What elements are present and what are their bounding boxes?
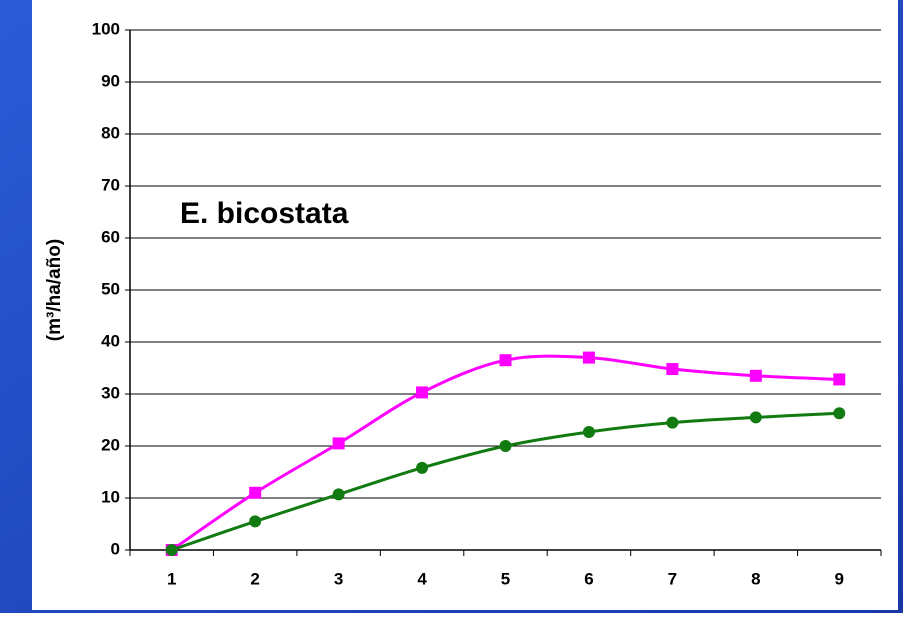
marker — [249, 486, 262, 499]
marker — [416, 386, 429, 399]
x-tick-label: 4 — [417, 569, 427, 588]
marker — [666, 363, 679, 376]
y-tick-label: 30 — [101, 383, 120, 402]
y-tick-label: 10 — [101, 487, 120, 506]
marker — [582, 351, 595, 364]
y-tick-label: 20 — [101, 435, 120, 454]
y-tick-label: 0 — [111, 539, 120, 558]
marker — [833, 373, 846, 386]
x-tick-label: 7 — [668, 569, 677, 588]
chart-area — [32, 0, 898, 610]
marker — [833, 407, 846, 420]
x-tick-label: 8 — [751, 569, 760, 588]
marker — [749, 411, 762, 424]
marker — [582, 425, 595, 438]
x-tick-label: 2 — [250, 569, 259, 588]
y-tick-label: 40 — [101, 331, 120, 350]
annotation: E. bicostata — [180, 197, 349, 230]
x-tick-label: 1 — [167, 569, 176, 588]
marker — [499, 440, 512, 452]
y-tick-label: 90 — [101, 71, 120, 90]
marker — [165, 544, 178, 556]
marker — [332, 437, 345, 450]
x-tick-label: 6 — [584, 569, 593, 588]
y-axis-label: (m³/ha/año) — [44, 239, 65, 341]
marker — [332, 488, 345, 501]
y-tick-label: 80 — [101, 123, 120, 142]
marker — [749, 369, 762, 382]
marker — [416, 461, 429, 474]
y-tick-label: 50 — [101, 279, 120, 298]
marker — [249, 515, 262, 528]
y-tick-label: 100 — [92, 19, 120, 38]
marker — [499, 354, 512, 367]
x-tick-label: 5 — [501, 569, 510, 588]
y-tick-label: 70 — [101, 175, 120, 194]
x-tick-label: 3 — [334, 569, 343, 588]
y-tick-label: 60 — [101, 227, 120, 246]
x-tick-label: 9 — [835, 569, 844, 588]
marker — [666, 416, 679, 429]
